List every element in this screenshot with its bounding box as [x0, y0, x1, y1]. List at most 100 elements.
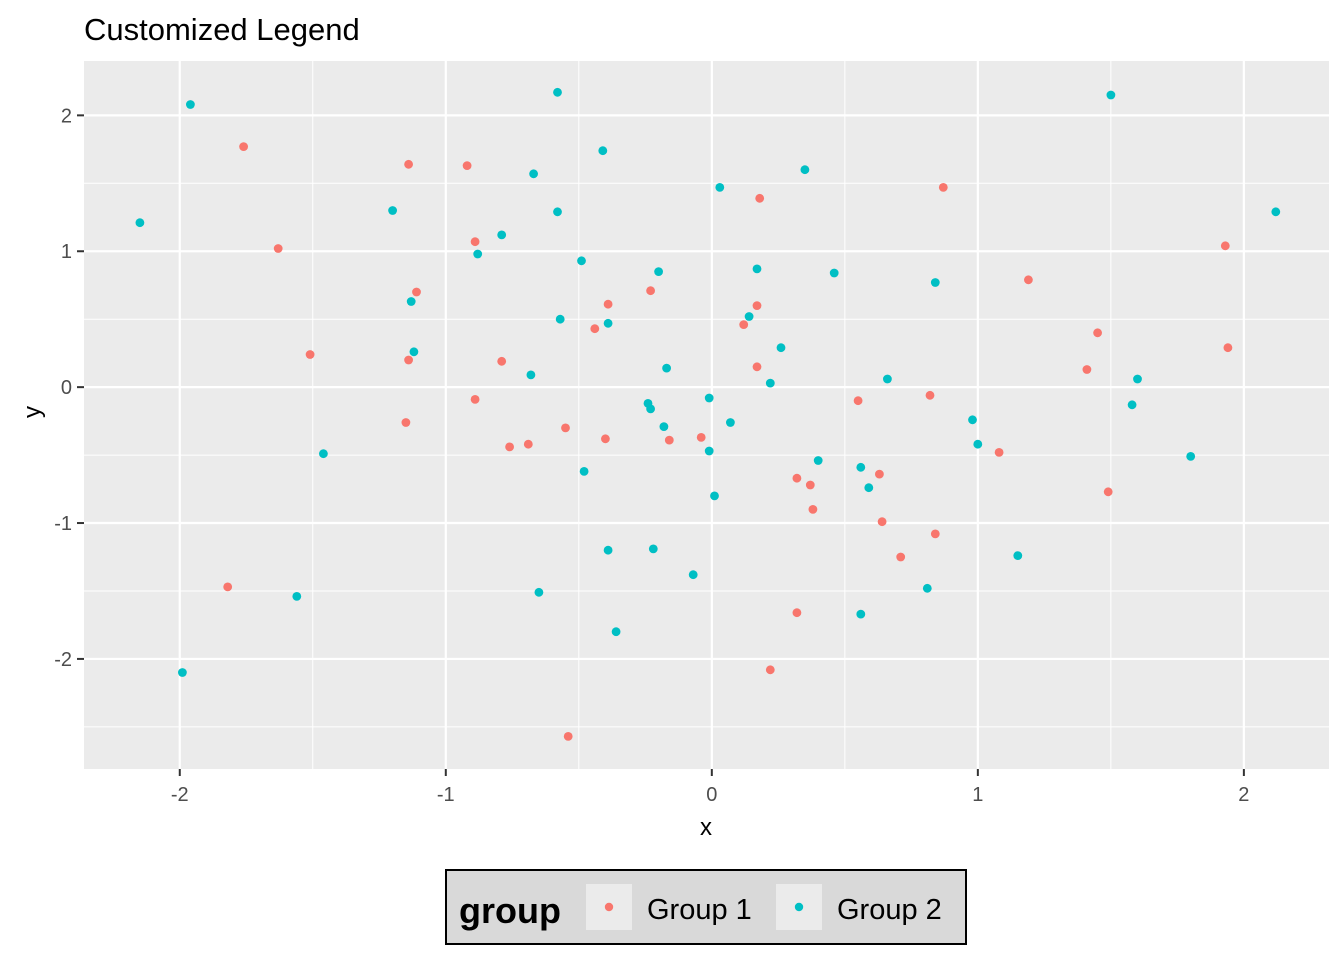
point-group-1-30 [808, 505, 818, 514]
point-group-1-33 [877, 517, 887, 527]
y-axis: -2 -1 0 1 2 [54, 105, 84, 671]
point-group-1-40 [1082, 365, 1092, 374]
point-group-2-15 [555, 314, 565, 324]
point-group-2-34 [744, 312, 754, 321]
point-group-1-42 [1103, 487, 1113, 497]
legend-box [445, 869, 967, 945]
point-group-1-5 [404, 355, 413, 365]
x-tick-label--2: -2 [171, 784, 189, 806]
point-group-2-2 [178, 668, 187, 677]
major-gridlines [84, 61, 1329, 769]
point-group-1-35 [925, 390, 935, 400]
point-group-2-16 [577, 256, 586, 266]
point-group-2-25 [654, 267, 663, 276]
point-group-2-52 [1133, 374, 1142, 384]
point-group-1-18 [601, 434, 610, 444]
point-group-1-0 [239, 142, 249, 152]
legend-key-group-2 [794, 902, 804, 912]
point-group-1-10 [470, 395, 480, 404]
point-group-2-28 [688, 570, 698, 580]
point-group-2-21 [611, 627, 621, 637]
point-group-1-23 [752, 301, 762, 310]
x-tick-label-2: 2 [1238, 784, 1249, 806]
point-group-2-48 [973, 439, 983, 449]
point-group-2-24 [648, 544, 658, 554]
point-group-2-43 [864, 483, 874, 493]
point-group-2-27 [662, 363, 671, 373]
point-group-2-29 [704, 393, 714, 403]
point-group-2-4 [319, 449, 328, 459]
point-group-2-35 [752, 264, 762, 274]
point-group-2-17 [579, 467, 589, 476]
point-group-2-54 [1271, 207, 1281, 217]
point-group-1-26 [765, 665, 775, 675]
point-group-2-7 [409, 347, 419, 357]
data-points [135, 87, 1281, 741]
point-group-2-10 [526, 370, 536, 380]
point-group-1-24 [752, 362, 762, 372]
x-axis: -2 -1 0 1 2 [171, 769, 1249, 806]
point-group-2-1 [186, 100, 195, 109]
point-group-1-2 [305, 350, 315, 359]
point-group-2-50 [1106, 90, 1116, 100]
chart-title: Customized Legend [84, 12, 360, 47]
point-group-2-42 [856, 609, 866, 619]
y-tick-label-2: 2 [61, 105, 72, 127]
point-group-1-36 [930, 529, 940, 539]
point-group-1-22 [739, 320, 749, 329]
point-group-1-4 [404, 159, 413, 169]
point-group-1-19 [646, 286, 655, 296]
point-group-2-3 [292, 592, 302, 601]
point-group-1-32 [875, 469, 884, 479]
point-group-2-18 [598, 146, 608, 156]
x-axis-label: x [700, 814, 712, 841]
legend-title: group [459, 890, 561, 931]
point-group-1-31 [853, 396, 863, 406]
point-group-1-13 [523, 439, 533, 449]
point-group-1-34 [896, 552, 906, 562]
point-group-1-37 [938, 183, 948, 192]
x-tick-label-1: 1 [972, 784, 983, 806]
point-group-2-11 [529, 169, 538, 179]
point-group-1-6 [401, 418, 411, 427]
point-group-1-1 [273, 244, 283, 253]
point-group-2-53 [1186, 452, 1196, 461]
point-group-1-39 [1024, 275, 1033, 285]
point-group-1-15 [563, 732, 573, 741]
point-group-1-44 [1223, 343, 1233, 353]
point-group-2-26 [659, 422, 669, 431]
point-group-2-37 [776, 343, 786, 353]
point-group-2-20 [603, 545, 613, 555]
point-group-2-51 [1127, 400, 1137, 410]
point-group-2-23 [646, 404, 655, 414]
x-tick-label--1: -1 [437, 784, 455, 806]
point-group-2-30 [704, 446, 714, 456]
point-group-2-19 [603, 318, 613, 328]
point-group-2-45 [922, 583, 932, 593]
y-tick-label-0: 0 [61, 377, 72, 399]
point-group-2-47 [968, 415, 977, 425]
point-group-1-38 [994, 448, 1004, 457]
legend-key-group-1 [604, 902, 614, 912]
point-group-1-11 [497, 356, 507, 366]
point-group-1-12 [505, 442, 514, 452]
y-tick-label--1: -1 [54, 513, 72, 535]
y-axis-label: y [19, 406, 46, 418]
legend-label-group-1: Group 1 [647, 894, 752, 926]
point-group-1-27 [792, 473, 802, 483]
point-group-2-5 [388, 206, 397, 215]
point-group-1-28 [792, 608, 802, 618]
point-group-2-33 [726, 418, 735, 427]
point-group-2-40 [829, 268, 839, 278]
point-group-2-14 [553, 207, 562, 217]
point-group-1-9 [470, 237, 480, 247]
point-group-1-8 [462, 161, 472, 171]
point-group-2-41 [856, 462, 866, 472]
point-group-2-8 [473, 249, 483, 259]
point-group-1-17 [603, 299, 613, 309]
point-group-1-41 [1093, 328, 1102, 338]
point-group-2-6 [406, 297, 416, 306]
point-group-1-3 [223, 582, 233, 592]
point-group-1-7 [412, 287, 421, 297]
